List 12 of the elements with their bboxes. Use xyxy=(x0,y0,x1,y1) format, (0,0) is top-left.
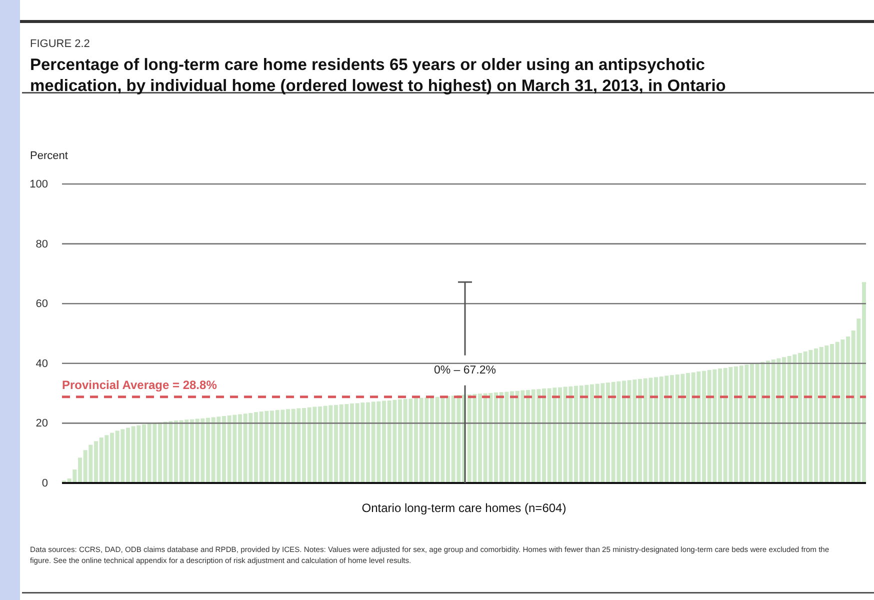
y-tick-label: 20 xyxy=(36,418,48,430)
y-axis-title: Percent xyxy=(30,150,68,162)
y-tick-label: 40 xyxy=(36,358,48,370)
y-tick-label: 100 xyxy=(30,178,48,191)
x-axis-title: Ontario long-term care homes (n=604) xyxy=(362,501,566,515)
chart-title: Percentage of long-term care home residents 65 years or older using an antipsychotic medication, by individual home (ordered lowest to highest) on March 31, 2013, in Ontario xyxy=(30,56,726,95)
y-tick-label: 80 xyxy=(36,238,48,250)
caption: FIGURE 2.2 xyxy=(30,38,90,50)
ref-line-label: Provincial Average = 28.8% xyxy=(62,378,218,392)
annotation: 0% – 67.2% xyxy=(434,364,496,376)
y-tick-label: 60 xyxy=(36,298,48,310)
y-tick-label: 0 xyxy=(42,478,48,490)
